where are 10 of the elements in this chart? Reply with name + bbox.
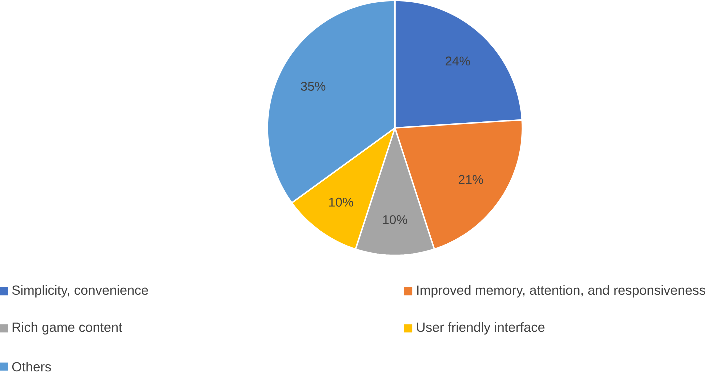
legend-label: Rich game content	[12, 322, 122, 335]
legend-label: User friendly interface	[417, 322, 545, 335]
legend-label: Improved memory, attention, and responsiveness	[417, 285, 706, 298]
legend-label: Simplicity, convenience	[12, 285, 148, 298]
data-label: 10%	[383, 216, 408, 225]
data-label: 24%	[446, 56, 470, 66]
data-label: 21%	[458, 175, 484, 184]
data-label: 10%	[329, 198, 354, 208]
data-label: 35%	[301, 82, 326, 92]
legend-label: Others	[12, 362, 52, 372]
